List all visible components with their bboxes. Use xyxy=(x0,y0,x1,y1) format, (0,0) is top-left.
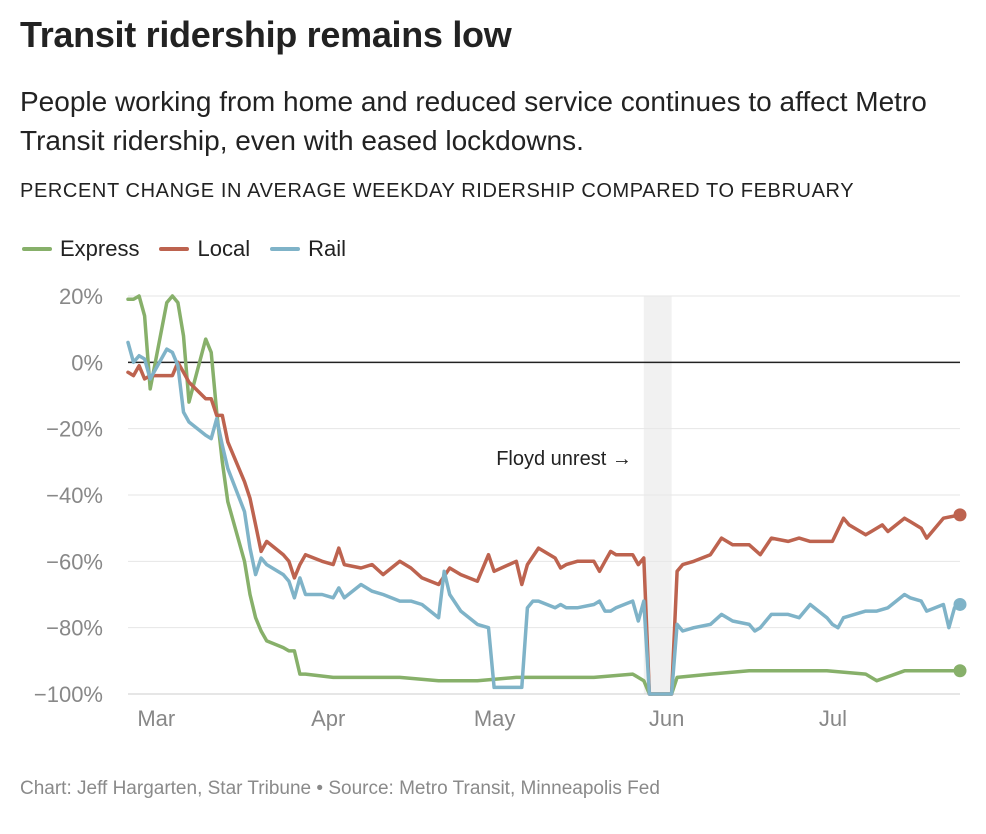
legend: Express Local Rail xyxy=(22,236,366,262)
legend-item-rail: Rail xyxy=(270,236,346,262)
legend-label-express: Express xyxy=(60,236,140,261)
floyd-unrest-label: Floyd unrest → xyxy=(496,448,632,470)
x-tick-label: May xyxy=(474,706,516,731)
y-tick-label: −20% xyxy=(46,417,103,442)
legend-label-local: Local xyxy=(197,236,251,261)
legend-swatch-local xyxy=(159,247,190,251)
express-line xyxy=(126,294,962,696)
x-tick-label: Jun xyxy=(649,706,684,731)
local-end-dot xyxy=(953,508,967,522)
x-tick-labels: Mar Apr May Jun Jul xyxy=(137,706,847,731)
x-tick-label: Mar xyxy=(137,706,175,731)
legend-label-rail: Rail xyxy=(308,236,346,261)
chart-title: Transit ridership remains low xyxy=(20,14,512,55)
legend-item-local: Local xyxy=(159,236,250,262)
express-end-dot xyxy=(953,664,967,678)
series-lines xyxy=(126,294,967,696)
y-tick-label: −40% xyxy=(46,483,103,508)
x-tick-label: Apr xyxy=(311,706,345,731)
local-line xyxy=(126,360,962,696)
y-tick-labels: 20% 0% −20% −40% −60% −80% −100% xyxy=(34,284,103,707)
legend-item-express: Express xyxy=(22,236,139,262)
measure-label: PERCENT CHANGE IN AVERAGE WEEKDAY RIDERS… xyxy=(20,180,855,202)
y-tick-label: 0% xyxy=(71,350,103,375)
rail-line xyxy=(126,340,962,696)
annotations: Floyd unrest → xyxy=(496,448,632,470)
legend-swatch-rail xyxy=(270,247,301,251)
y-tick-label: 20% xyxy=(59,284,103,309)
y-tick-label: −100% xyxy=(34,682,103,707)
x-tick-label: Jul xyxy=(819,706,847,731)
y-tick-label: −80% xyxy=(46,616,103,641)
rail-end-dot xyxy=(953,597,967,611)
chart-subtitle: People working from home and reduced ser… xyxy=(20,86,927,156)
y-tick-label: −60% xyxy=(46,549,103,574)
gridlines xyxy=(128,295,960,695)
chart-credit: Chart: Jeff Hargarten, Star Tribune • So… xyxy=(20,778,660,799)
legend-swatch-express xyxy=(22,247,52,251)
line-chart: 20% 0% −20% −40% −60% −80% −100% Mar Apr May Jun J… xyxy=(34,284,967,731)
